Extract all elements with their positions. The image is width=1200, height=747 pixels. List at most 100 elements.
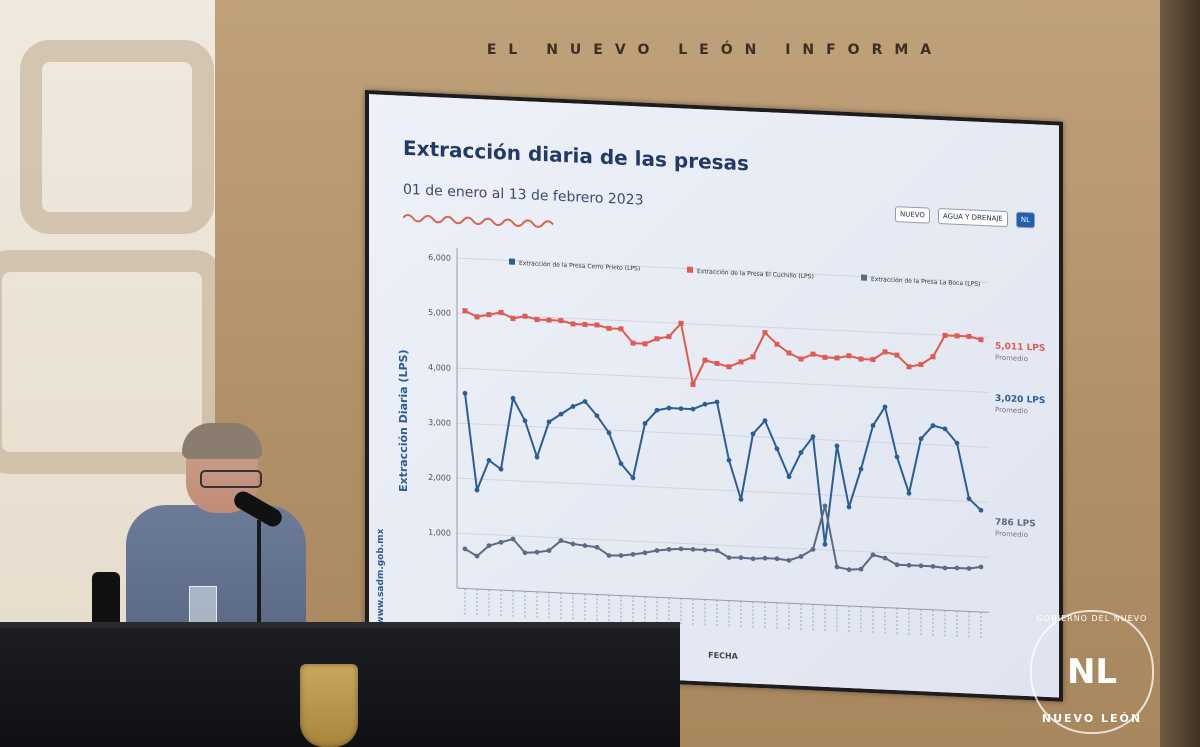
right-shadow <box>1160 0 1200 747</box>
data-point <box>618 461 624 467</box>
legend-label: Extracción de la Presa Cerro Prieto (LPS… <box>519 260 640 273</box>
data-point <box>726 457 732 463</box>
data-point <box>930 423 936 428</box>
data-point <box>966 496 972 502</box>
data-point <box>918 361 924 368</box>
data-point <box>882 404 888 410</box>
data-point <box>522 418 528 424</box>
data-point <box>870 423 876 428</box>
data-point <box>822 354 828 361</box>
data-point <box>594 544 600 550</box>
gridline <box>457 257 989 283</box>
side-url: www.sadm.gob.mx <box>376 528 386 625</box>
data-point <box>642 550 648 556</box>
data-point <box>606 325 612 331</box>
data-point <box>858 356 864 362</box>
legend-swatch <box>687 266 693 273</box>
badge-text: NL <box>1066 652 1118 692</box>
data-point <box>630 475 636 481</box>
data-point <box>654 548 660 553</box>
data-point <box>702 357 708 363</box>
data-point <box>978 564 984 570</box>
gridline <box>457 477 989 503</box>
data-point <box>798 356 804 362</box>
data-point <box>582 399 588 404</box>
data-point <box>594 413 600 419</box>
data-point <box>486 312 492 318</box>
gridline <box>457 312 989 338</box>
slide: Extracción diaria de las presas 01 de en… <box>369 94 1059 698</box>
data-point <box>558 538 564 544</box>
data-point <box>474 487 480 493</box>
data-point <box>474 314 480 320</box>
data-point <box>570 321 576 327</box>
data-point <box>498 539 504 545</box>
data-point <box>906 364 912 370</box>
data-point <box>810 434 816 439</box>
data-point <box>546 317 552 323</box>
average-sub: Promedio <box>995 354 1028 363</box>
gridline <box>457 367 989 393</box>
data-point <box>546 419 552 425</box>
data-point <box>918 563 924 569</box>
data-point <box>846 504 852 510</box>
data-point <box>798 450 804 455</box>
data-point <box>642 341 648 347</box>
data-point <box>786 350 792 356</box>
data-point <box>906 490 912 496</box>
data-point <box>966 566 972 571</box>
data-point <box>714 360 720 367</box>
data-point <box>558 318 564 324</box>
data-point <box>954 333 960 339</box>
data-point <box>462 546 468 552</box>
y-tick-label: 4,000 <box>428 363 451 373</box>
data-point <box>846 567 852 573</box>
data-point <box>690 406 696 412</box>
data-point <box>510 395 516 401</box>
data-point <box>522 313 528 319</box>
data-point <box>846 353 852 359</box>
data-point <box>870 356 876 363</box>
data-point <box>570 404 576 409</box>
data-point <box>618 326 624 332</box>
series-line <box>464 309 982 388</box>
data-point <box>942 332 948 338</box>
average-label: 3,020 LPS <box>995 394 1045 406</box>
data-point <box>546 548 552 553</box>
data-point <box>666 405 672 411</box>
nl-badge <box>1030 610 1154 734</box>
data-point <box>750 431 756 437</box>
data-point <box>582 321 588 328</box>
wall-decoration <box>20 40 214 234</box>
data-point <box>498 309 504 316</box>
data-point <box>918 436 924 442</box>
data-point <box>894 352 900 358</box>
data-point <box>750 556 756 562</box>
data-point <box>906 562 912 568</box>
data-point <box>714 548 720 553</box>
banner-title: EL NUEVO LEÓN INFORMA <box>486 42 944 58</box>
y-tick-label: 6,000 <box>428 253 451 263</box>
data-point <box>522 550 528 556</box>
data-point <box>834 443 840 449</box>
data-point <box>702 401 708 407</box>
series-line <box>464 393 982 545</box>
data-point <box>762 418 768 424</box>
gridline <box>457 532 989 558</box>
data-point <box>786 474 792 480</box>
data-point <box>654 336 660 342</box>
data-point <box>606 430 612 436</box>
data-point <box>942 565 948 571</box>
average-label: 786 LPS <box>995 518 1036 530</box>
y-tick-label: 3,000 <box>428 418 451 428</box>
data-point <box>858 466 864 472</box>
data-point <box>738 359 744 365</box>
data-point <box>774 341 780 347</box>
data-point <box>642 421 648 426</box>
data-point <box>582 543 588 548</box>
data-point <box>678 546 684 552</box>
data-point <box>822 503 828 509</box>
legend-label: Extracción de la Presa El Cuchillo (LPS) <box>697 268 814 280</box>
legend-label: Extracción de la Presa La Boca (LPS) <box>871 276 980 288</box>
